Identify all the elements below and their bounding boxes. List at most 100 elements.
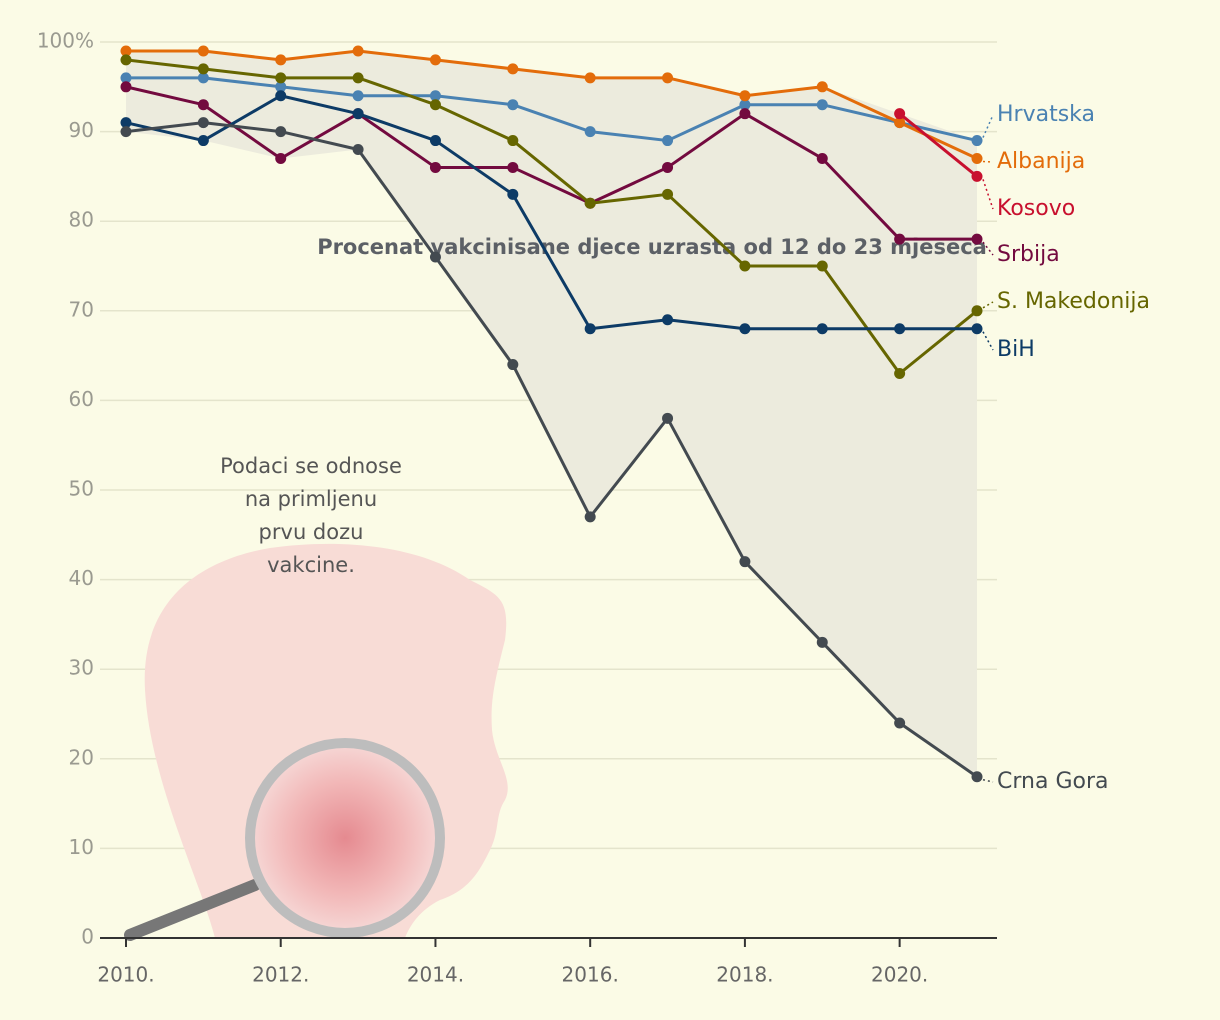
data-point — [507, 135, 519, 147]
data-point — [352, 144, 364, 156]
series-line — [125, 121, 978, 778]
data-point — [894, 717, 906, 729]
series-label: Albanija — [997, 149, 1085, 174]
y-tick-label: 30 — [69, 656, 94, 680]
y-tick-label: 70 — [69, 297, 94, 321]
x-tick-label: 2010. — [97, 963, 154, 987]
data-point — [662, 314, 674, 326]
x-tick-label: 2018. — [716, 963, 773, 987]
magnifier-handle — [124, 879, 261, 941]
illustration — [124, 543, 508, 941]
data-point — [971, 771, 983, 783]
data-point — [197, 135, 209, 147]
data-point — [429, 99, 441, 111]
data-point — [971, 135, 983, 147]
y-tick-label: 80 — [69, 208, 94, 232]
data-point — [352, 45, 364, 57]
annotation-line: Podaci se odnose — [220, 454, 402, 478]
chart-title: Procenat vakcinisane djece uzrasta od 12… — [317, 235, 987, 259]
data-point — [816, 99, 828, 111]
data-point — [429, 90, 441, 102]
series-label: Crna Gora — [997, 769, 1108, 794]
data-point — [662, 412, 674, 424]
data-point — [816, 260, 828, 272]
data-point — [197, 45, 209, 57]
annotation: Podaci se odnose na primljenu prvu dozu vak… — [220, 454, 402, 577]
data-point — [739, 108, 751, 120]
data-point — [275, 90, 287, 102]
y-tick-label: 40 — [69, 566, 94, 590]
data-point — [197, 72, 209, 84]
data-point — [662, 72, 674, 84]
data-point — [120, 72, 132, 84]
y-tick-label: 20 — [69, 745, 94, 769]
data-point — [584, 72, 596, 84]
y-tick-label: 50 — [69, 477, 94, 501]
data-point — [352, 72, 364, 84]
data-point — [662, 161, 674, 173]
series-label: BiH — [997, 337, 1035, 362]
label-leader — [982, 778, 994, 783]
data-point — [120, 126, 132, 138]
y-tick-label: 10 — [69, 835, 94, 859]
data-point — [120, 117, 132, 129]
data-point — [584, 197, 596, 209]
data-point — [507, 188, 519, 200]
data-point — [971, 233, 983, 245]
y-tick-label: 100% — [37, 29, 94, 53]
x-tick-label: 2020. — [871, 963, 928, 987]
label-leader — [982, 331, 994, 351]
data-point — [352, 90, 364, 102]
data-point — [584, 511, 596, 523]
data-point — [275, 152, 287, 164]
data-point — [816, 636, 828, 648]
series-line — [126, 49, 978, 160]
data-point — [662, 188, 674, 200]
label-leader — [982, 301, 994, 309]
series-label: Hrvatska — [997, 102, 1095, 127]
data-point — [507, 99, 519, 111]
range-area — [126, 50, 977, 777]
magnifier-lens — [250, 743, 440, 933]
data-point — [507, 63, 519, 75]
label-leader — [982, 179, 994, 210]
data-point — [507, 359, 519, 371]
series-label: S. Makedonija — [997, 289, 1150, 314]
data-point — [894, 323, 906, 335]
series-line — [125, 58, 978, 376]
data-point — [197, 63, 209, 75]
annotation-line: prvu dozu — [259, 520, 364, 544]
data-point — [739, 260, 751, 272]
data-point — [352, 108, 364, 120]
data-point — [816, 323, 828, 335]
series-line — [126, 76, 978, 143]
data-point — [120, 54, 132, 66]
data-point — [120, 81, 132, 93]
series-line — [125, 85, 977, 241]
data-point — [894, 108, 906, 120]
series-label: Kosovo — [997, 196, 1075, 221]
data-point — [197, 99, 209, 111]
data-point — [275, 54, 287, 66]
data-point — [429, 135, 441, 147]
label-leader — [982, 114, 994, 138]
y-tick-label: 60 — [69, 387, 94, 411]
data-point — [894, 233, 906, 245]
data-point — [816, 81, 828, 93]
data-point — [739, 323, 751, 335]
magnifier-rim — [245, 738, 445, 938]
x-tick-label: 2016. — [562, 963, 619, 987]
series-line — [898, 112, 978, 178]
data-point — [971, 323, 983, 335]
label-leader — [982, 160, 994, 163]
data-point — [739, 99, 751, 111]
data-point — [816, 152, 828, 164]
data-point — [275, 126, 287, 138]
y-tick-label: 0 — [81, 925, 94, 949]
data-point — [429, 251, 441, 263]
x-tick-label: 2014. — [407, 963, 464, 987]
data-point — [739, 90, 751, 102]
series-line — [125, 94, 977, 331]
data-point — [197, 117, 209, 129]
